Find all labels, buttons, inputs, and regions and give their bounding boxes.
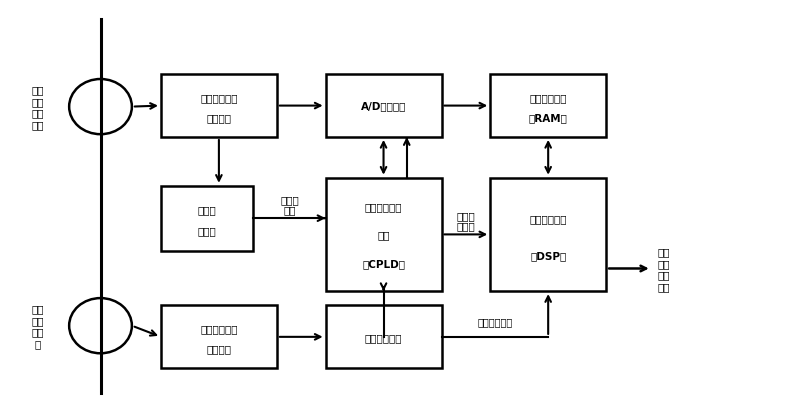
- Text: 自积
分式
罗氏
线圈: 自积 分式 罗氏 线圈: [31, 85, 44, 130]
- Text: 电流过零信号: 电流过零信号: [478, 317, 513, 327]
- Text: 工频
电流
互感
器: 工频 电流 互感 器: [31, 304, 44, 348]
- Text: 数据处理模块: 数据处理模块: [530, 214, 567, 224]
- Bar: [161, 186, 254, 251]
- Bar: [490, 75, 606, 138]
- Bar: [490, 178, 606, 292]
- Text: 过零比较电路: 过零比较电路: [365, 332, 402, 342]
- Text: （RAM）: （RAM）: [529, 113, 568, 123]
- Text: 测电路: 测电路: [198, 225, 217, 235]
- Text: （CPLD）: （CPLD）: [362, 258, 405, 268]
- Bar: [326, 306, 442, 368]
- Text: 触发检: 触发检: [198, 204, 217, 215]
- Text: （工频）: （工频）: [206, 343, 231, 353]
- Text: 内部触: 内部触: [457, 210, 475, 221]
- Bar: [326, 178, 442, 292]
- Text: 预触发: 预触发: [280, 194, 299, 204]
- Text: （高频）: （高频）: [206, 113, 231, 123]
- Text: 电弧
故障
报警
信号: 电弧 故障 报警 信号: [657, 247, 670, 291]
- Bar: [161, 306, 277, 368]
- Text: 数据存储模块: 数据存储模块: [530, 93, 567, 102]
- Text: （DSP）: （DSP）: [530, 250, 566, 260]
- Bar: [161, 75, 277, 138]
- Text: 数据采集控制: 数据采集控制: [365, 202, 402, 211]
- Text: 发信号: 发信号: [457, 221, 475, 231]
- Text: 信号: 信号: [283, 205, 296, 215]
- Text: 信号调理电路: 信号调理电路: [200, 323, 238, 333]
- Text: 电路: 电路: [378, 230, 390, 240]
- Text: A/D转换电路: A/D转换电路: [361, 101, 406, 112]
- Bar: [326, 75, 442, 138]
- Text: 信号调理电路: 信号调理电路: [200, 93, 238, 102]
